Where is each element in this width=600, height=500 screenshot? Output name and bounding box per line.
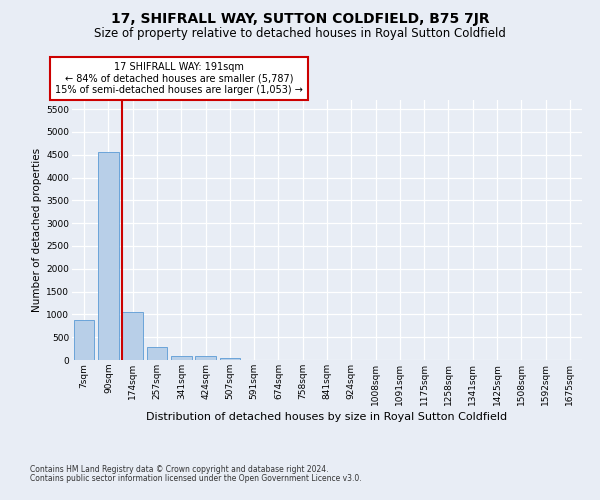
Bar	[220, 358, 240, 360]
Text: 17, SHIFRALL WAY, SUTTON COLDFIELD, B75 7JR: 17, SHIFRALL WAY, SUTTON COLDFIELD, B75 …	[110, 12, 490, 26]
Bar	[146, 347, 167, 360]
Text: Contains HM Land Registry data © Crown copyright and database right 2024.: Contains HM Land Registry data © Crown c…	[30, 465, 329, 474]
Bar	[98, 152, 119, 360]
Bar	[74, 320, 94, 360]
Text: Size of property relative to detached houses in Royal Sutton Coldfield: Size of property relative to detached ho…	[94, 28, 506, 40]
Bar	[122, 312, 143, 360]
Text: Distribution of detached houses by size in Royal Sutton Coldfield: Distribution of detached houses by size …	[146, 412, 508, 422]
Text: Contains public sector information licensed under the Open Government Licence v3: Contains public sector information licen…	[30, 474, 362, 483]
Bar	[171, 356, 191, 360]
Bar	[195, 356, 216, 360]
Text: 17 SHIFRALL WAY: 191sqm
← 84% of detached houses are smaller (5,787)
15% of semi: 17 SHIFRALL WAY: 191sqm ← 84% of detache…	[55, 62, 303, 95]
Y-axis label: Number of detached properties: Number of detached properties	[32, 148, 42, 312]
